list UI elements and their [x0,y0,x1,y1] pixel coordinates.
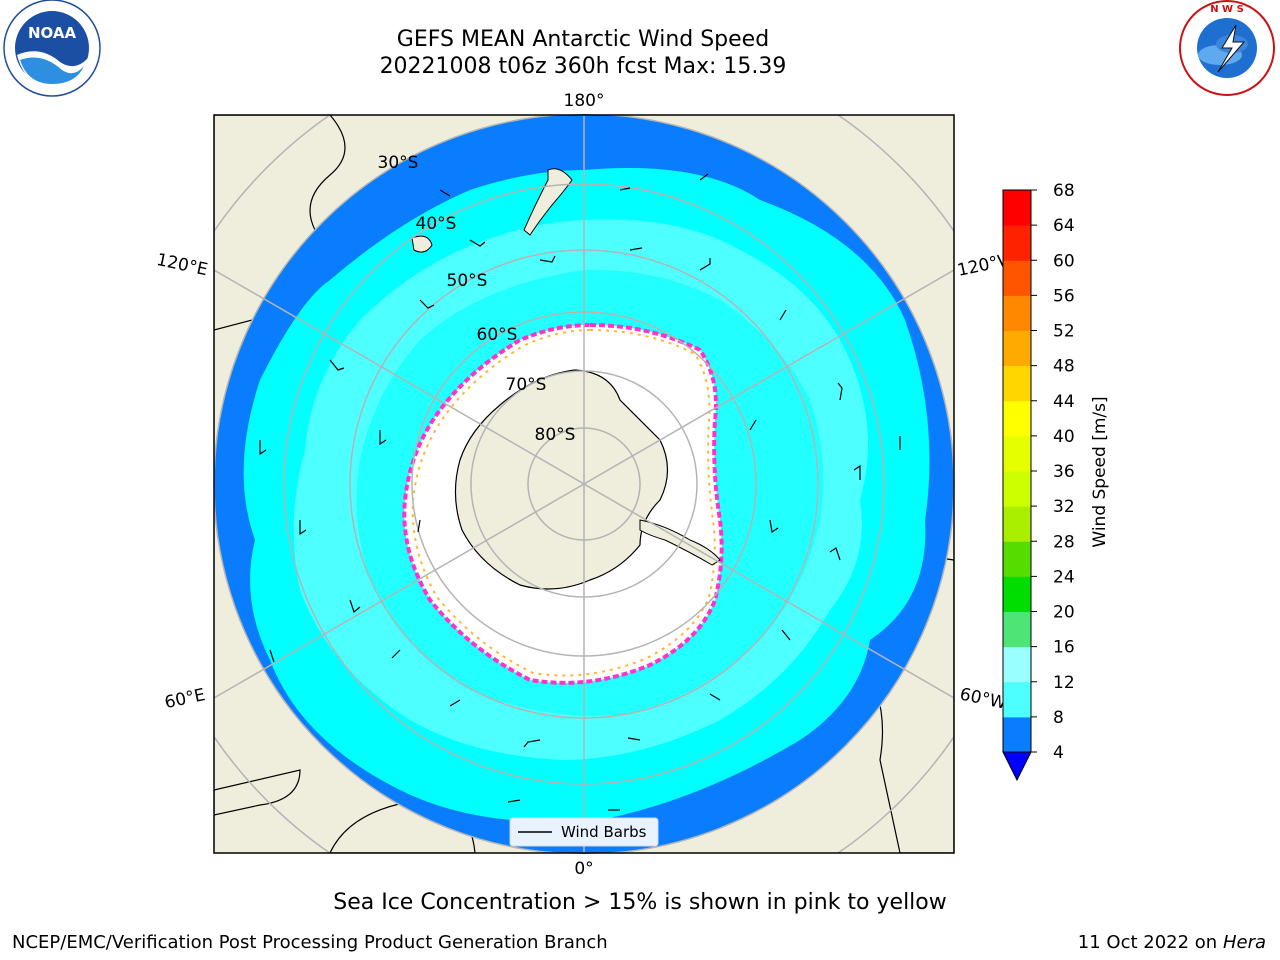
wind-barbs [259,173,901,811]
lat-label-60s: 60°S [477,325,518,345]
colorbar-segment [1003,260,1031,296]
colorbar-segment [1003,506,1031,542]
colorbar-segment [1003,576,1031,612]
noaa-logo: NOAA [3,0,101,97]
colorbar-segment [1003,365,1031,402]
colorbar-segment [1003,541,1031,577]
legend-label: Wind Barbs [561,823,647,841]
colorbar-tick-label: 28 [1053,532,1075,552]
colorbar-tick-label: 8 [1053,708,1064,728]
graticule [214,115,954,853]
colorbar-tick-label: 20 [1053,603,1075,623]
colorbar-tick-label: 32 [1053,497,1075,517]
antarctica-landmass [454,369,669,590]
map-frame [213,114,955,854]
colorbar-segment [1003,716,1031,753]
lon-label-60e: 60°E [163,685,207,713]
lon-label-120e: 120°E [155,250,210,280]
lon-label-60w: 60°W [958,684,1008,713]
colorbar-label: Wind Speed [m/s] [1090,396,1110,547]
sea-ice-edge [402,322,724,685]
caption: Sea Ice Concentration > 15% is shown in … [333,890,947,915]
footer-date-text: 11 Oct 2022 on [1077,932,1223,953]
colorbar-tick-label: 60 [1053,251,1075,271]
colorbar-tick-label: 40 [1053,427,1075,447]
colorbar-tick-label: 36 [1053,462,1075,482]
lat-label-30s: 30°S [378,153,419,173]
lat-label-50s: 50°S [447,271,488,291]
chart-title: GEFS MEAN Antarctic Wind Speed [396,27,770,52]
nws-logo: N W S [1179,0,1275,96]
colorbar-segment [1003,295,1031,331]
colorbar-segment [1003,611,1031,648]
colorbar-tick-label: 24 [1053,567,1075,587]
colorbar-segment [1003,646,1031,683]
wind-speed-field [214,114,954,854]
colorbar-segment [1003,681,1031,718]
chart-subtitle: 20221008 t06z 360h fcst Max: 15.39 [379,54,787,79]
colorbar-tick-label: 12 [1053,673,1075,693]
colorbar-segment [1003,190,1031,226]
svg-text:N W S: N W S [1210,4,1244,15]
colorbar-segment [1003,400,1031,437]
colorbar-tick-label: 48 [1053,357,1075,377]
lat-label-40s: 40°S [416,214,457,234]
colorbar-segment [1003,435,1031,472]
colorbar-extend [1002,751,1032,782]
colorbar-tick-label: 56 [1053,286,1075,306]
colorbar-tick-label: 68 [1053,181,1075,201]
colorbar-segment [1003,330,1031,367]
lat-label-70s: 70°S [506,375,547,395]
footer-date: 11 Oct 2022 on Hera [1078,932,1266,953]
colorbar-tick-label: 44 [1053,392,1075,412]
footer-credit: NCEP/EMC/Verification Post Processing Pr… [12,932,608,953]
lat-label-80s: 80°S [535,425,576,445]
colorbar-segment [1003,471,1031,507]
lon-label-180: 180° [564,91,605,111]
colorbar-tick-label: 4 [1053,743,1064,763]
colorbar-tick-label: 16 [1053,638,1075,658]
colorbar-tick-label: 52 [1053,322,1075,342]
colorbar-tick-label: 64 [1053,216,1075,236]
noaa-logo-text: NOAA [28,24,77,42]
lon-label-0: 0° [574,859,593,879]
colorbar-segment [1003,225,1031,261]
map-legend: Wind Barbs [509,817,659,847]
footer-host: Hera [1222,932,1266,953]
